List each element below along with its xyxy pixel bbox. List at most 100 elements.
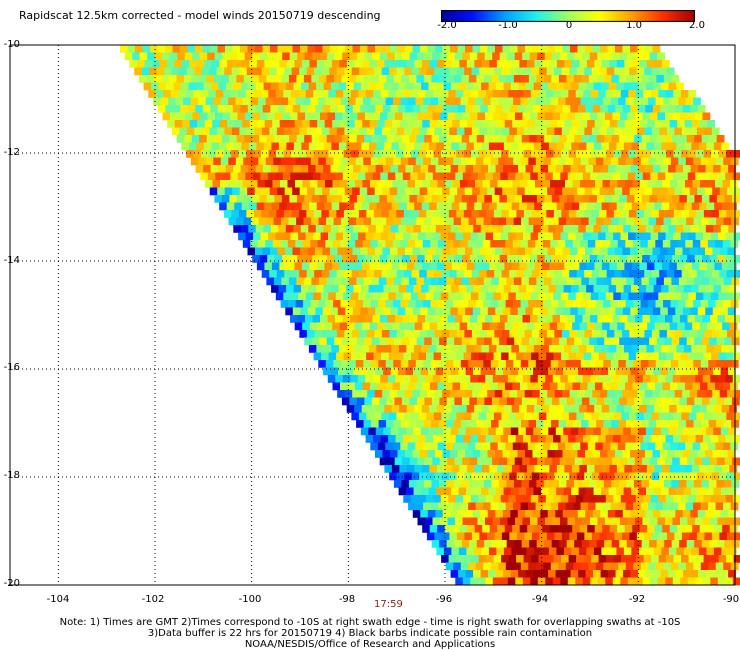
wind-cell	[660, 367, 669, 376]
wind-cell	[687, 457, 695, 466]
wind-cell	[343, 352, 352, 361]
wind-cell	[210, 45, 218, 53]
wind-cell	[574, 540, 582, 548]
wind-cell	[656, 337, 665, 346]
wind-cell	[251, 75, 260, 83]
wind-cell	[485, 435, 494, 443]
wind-cell	[356, 135, 365, 143]
wind-cell	[307, 45, 316, 53]
wind-cell	[226, 202, 235, 211]
wind-cell	[521, 217, 529, 226]
wind-cell	[270, 247, 278, 256]
wind-cell	[257, 120, 265, 128]
wind-cell	[432, 315, 441, 323]
wind-cell	[408, 217, 417, 226]
wind-cell	[585, 165, 594, 173]
wind-cell	[628, 90, 637, 98]
wind-cell	[659, 532, 668, 541]
wind-cell	[601, 142, 610, 151]
wind-cell	[231, 150, 239, 158]
wind-cell	[704, 270, 712, 278]
wind-cell	[200, 112, 208, 121]
wind-cell	[621, 210, 630, 218]
wind-cell	[362, 382, 371, 391]
wind-cell	[530, 435, 539, 443]
wind-cell	[506, 337, 515, 346]
lon-label: -104	[46, 594, 70, 605]
wind-cell	[484, 255, 493, 263]
wind-cell	[543, 420, 552, 428]
wind-cell	[399, 322, 408, 331]
wind-cell	[247, 187, 255, 196]
wind-cell	[546, 127, 555, 136]
wind-cell	[355, 300, 364, 308]
wind-cell	[277, 105, 286, 113]
wind-cell	[670, 240, 679, 248]
wind-cell	[412, 105, 421, 113]
wind-cell	[516, 412, 525, 421]
wind-cell	[506, 217, 514, 226]
wind-cell	[566, 397, 575, 406]
wind-cell	[702, 457, 710, 466]
wind-cell	[611, 337, 620, 346]
wind-cell	[428, 165, 436, 173]
wind-cell	[414, 60, 423, 68]
wind-cell	[712, 390, 720, 398]
wind-cell	[559, 255, 568, 263]
wind-cell	[360, 427, 369, 436]
wind-cell	[236, 195, 245, 203]
wind-cell	[358, 150, 367, 158]
wind-cell	[336, 352, 344, 361]
wind-cell	[618, 277, 627, 286]
wind-cell	[516, 555, 524, 563]
wind-cell	[716, 337, 725, 346]
wind-cell	[553, 292, 562, 301]
wind-cell	[723, 217, 732, 226]
wind-cell	[631, 285, 639, 293]
wind-cell	[711, 210, 720, 218]
wind-cell	[570, 247, 578, 256]
wind-cell	[581, 277, 590, 286]
wind-cell	[608, 427, 617, 436]
wind-cell	[649, 195, 658, 203]
wind-cell	[380, 112, 388, 121]
wind-cell	[563, 345, 572, 353]
wind-cell	[381, 352, 389, 361]
wind-cell	[568, 495, 577, 503]
wind-cell	[605, 495, 614, 503]
wind-cell	[545, 90, 554, 98]
note-line-3: NOAA/NESDIS/Office of Research and Appli…	[244, 639, 496, 650]
wind-cell	[401, 277, 410, 286]
wind-cell	[329, 330, 338, 338]
wind-cell	[500, 517, 508, 526]
wind-cell	[631, 202, 640, 211]
wind-cell	[246, 127, 255, 136]
wind-cell	[177, 112, 186, 121]
wind-cell	[276, 127, 285, 136]
wind-cell	[546, 150, 554, 158]
wind-cell	[466, 405, 475, 413]
wind-cell	[356, 75, 365, 83]
wind-cell	[466, 202, 475, 211]
wind-cell	[633, 217, 642, 226]
wind-cell	[237, 112, 246, 121]
wind-cell	[335, 292, 344, 301]
wind-cell	[377, 322, 385, 331]
wind-cell	[263, 165, 271, 173]
wind-cell	[513, 300, 521, 308]
wind-cell	[446, 75, 455, 83]
wind-cell	[707, 525, 715, 533]
wind-cell	[393, 97, 401, 106]
wind-cell	[187, 105, 196, 113]
wind-cell	[727, 390, 735, 398]
wind-cell	[558, 300, 566, 308]
wind-cell	[625, 502, 634, 511]
wind-cell	[485, 112, 493, 121]
wind-cell	[475, 97, 484, 106]
wind-cell	[420, 427, 429, 436]
wind-cell	[480, 427, 489, 436]
wind-cell	[677, 525, 685, 533]
wind-cell	[415, 180, 423, 188]
wind-cell	[300, 45, 308, 53]
wind-cell	[682, 390, 690, 398]
